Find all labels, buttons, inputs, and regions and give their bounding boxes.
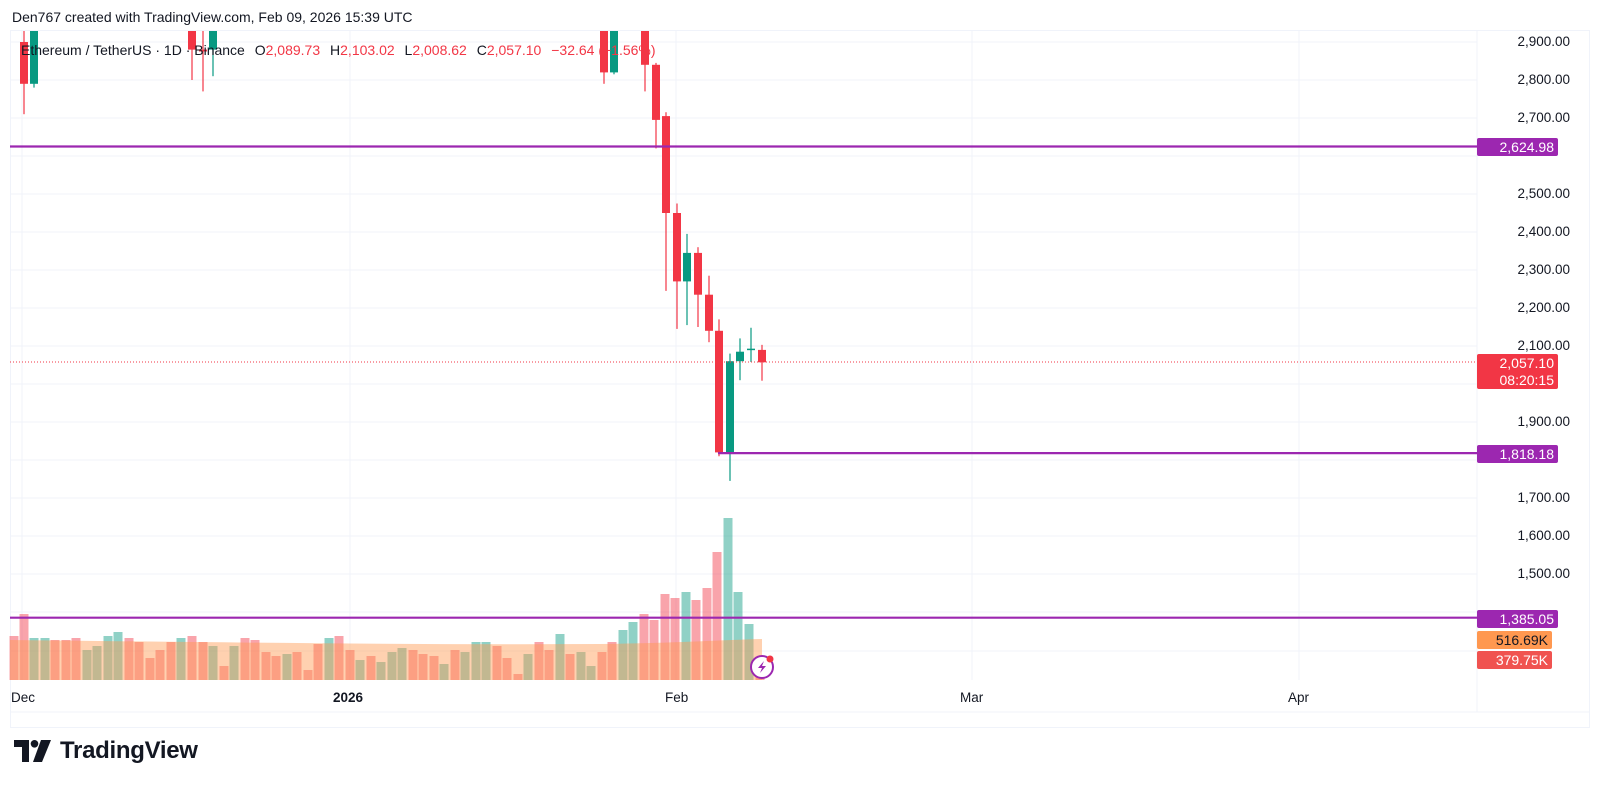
- price-tick: 2,800.00: [1517, 72, 1570, 87]
- countdown-badge: 08:20:15: [1477, 371, 1558, 389]
- open-value: 2,089.73: [265, 42, 321, 58]
- high-label: H: [330, 42, 341, 58]
- price-tick: 2,500.00: [1517, 186, 1570, 201]
- price-tick: 2,700.00: [1517, 110, 1570, 125]
- price-tick: 2,200.00: [1517, 300, 1570, 315]
- time-label-dec: Dec: [11, 690, 36, 705]
- high-value: 2,103.02: [340, 42, 395, 58]
- chart-credit: Den767 created with TradingView.com, Feb…: [12, 9, 413, 25]
- low-label: L: [404, 42, 413, 58]
- grid-lines: [10, 31, 1590, 713]
- change-value: −32.64 (−1.56%): [551, 42, 656, 58]
- price-tick: 2,100.00: [1517, 338, 1570, 353]
- symbol-name: Ethereum / TetherUS · 1D · Binance: [21, 42, 245, 58]
- volume-bars: [9, 518, 765, 680]
- price-tick: 2,900.00: [1517, 34, 1570, 49]
- price-tick: 1,700.00: [1517, 490, 1570, 505]
- price-tick: 1,500.00: [1517, 566, 1570, 581]
- time-label-2026: 2026: [333, 690, 364, 705]
- horizontal-levels[interactable]: [10, 145, 1477, 619]
- level-badge-high[interactable]: 2,624.98: [1477, 138, 1558, 156]
- brand-name: TradingView: [60, 737, 198, 764]
- symbol-legend: Ethereum / TetherUS · 1D · Binance O2,08…: [21, 42, 656, 58]
- close-value: 2,057.10: [486, 42, 542, 58]
- flash-icon[interactable]: [750, 655, 774, 679]
- time-label-mar: Mar: [960, 690, 984, 705]
- price-tick: 2,400.00: [1517, 224, 1570, 239]
- price-tick: 1,900.00: [1517, 414, 1570, 429]
- candlesticks: [20, 31, 766, 481]
- volume-ma-badge: 516.69K: [1477, 631, 1552, 649]
- chart-frame: [10, 30, 1590, 728]
- time-label-apr: Apr: [1288, 690, 1310, 705]
- level-badge-mid[interactable]: 1,818.18: [1477, 445, 1558, 463]
- low-value: 2,008.62: [412, 42, 467, 58]
- price-tick: 1,600.00: [1517, 528, 1570, 543]
- close-label: C: [476, 42, 487, 58]
- price-tick: 2,300.00: [1517, 262, 1570, 277]
- time-label-feb: Feb: [665, 690, 689, 705]
- last-price-badge: 2,057.10: [1477, 354, 1558, 372]
- level-badge-low[interactable]: 1,385.05: [1477, 610, 1558, 628]
- open-label: O: [254, 42, 266, 58]
- tradingview-logo[interactable]: TradingView: [14, 737, 198, 765]
- volume-badge: 379.75K: [1477, 651, 1552, 669]
- tradingview-logo-icon: [14, 740, 51, 762]
